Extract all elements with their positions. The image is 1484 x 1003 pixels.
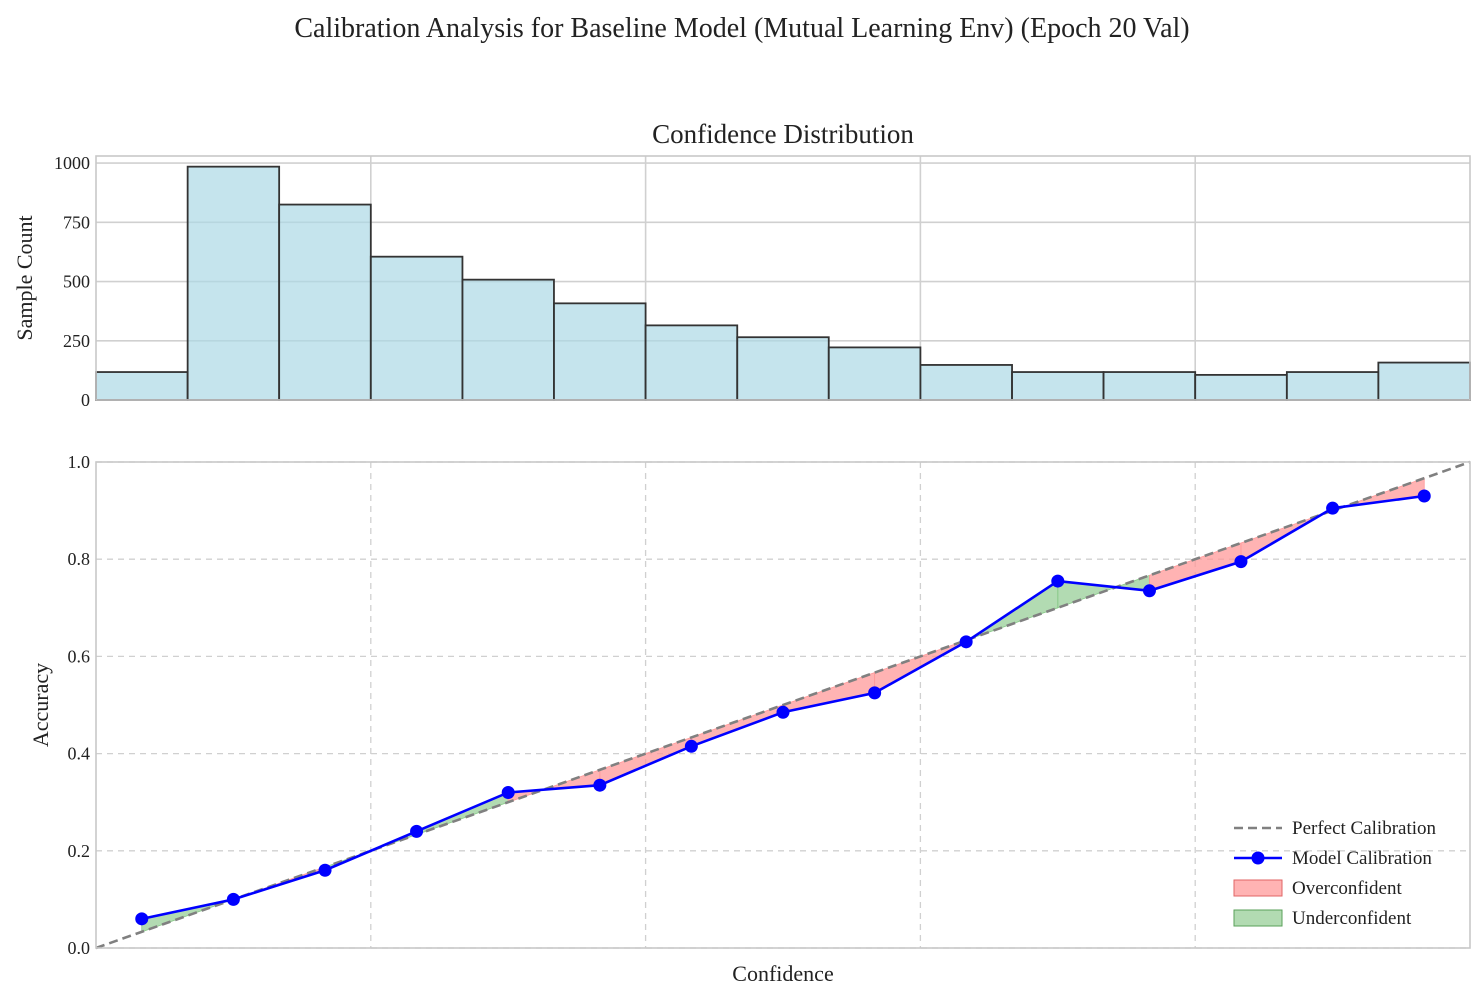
histogram-title: Confidence Distribution (652, 119, 914, 149)
calibration-ytick-label: 0.2 (68, 841, 91, 861)
histogram-bar (369, 255, 464, 401)
histogram-ytick-label: 0 (81, 390, 90, 410)
calibration-ytick-label: 0.8 (68, 549, 91, 569)
histogram-y-ticks: 0 250 500 750 1000 (54, 153, 90, 410)
calibration-ytick-label: 1.0 (68, 452, 91, 472)
histogram-bar (461, 278, 555, 401)
calibration-legend: Perfect Calibration Model Calibration Ov… (1233, 818, 1437, 929)
calibration-lines (95, 460, 1471, 950)
histogram-bar (1194, 373, 1288, 401)
calibration-ytick-label: 0.0 (68, 938, 91, 958)
model-calibration-point (135, 912, 149, 926)
histogram-bar (827, 346, 922, 401)
model-calibration-point (1234, 555, 1248, 569)
model-calibration-point (501, 785, 515, 799)
model-calibration-point (684, 739, 698, 753)
histogram-bar (1285, 371, 1380, 401)
histogram-bars (95, 165, 1471, 401)
histogram-panel: Confidence Distribution Sample Count 0 25… (12, 119, 1471, 410)
histogram-ytick-label: 750 (63, 212, 90, 232)
histogram-frame (95, 155, 1471, 401)
histogram-bar (95, 371, 189, 401)
histogram-bar (736, 336, 830, 401)
histogram-bar (186, 165, 281, 401)
histogram-bar (1011, 371, 1105, 401)
histogram-ytick-label: 1000 (54, 153, 90, 173)
model-calibration-point (959, 635, 973, 649)
model-calibration-point (1326, 501, 1340, 515)
figure-suptitle: Calibration Analysis for Baseline Model … (294, 13, 1189, 44)
histogram-bar (278, 203, 372, 401)
calibration-panel: Accuracy Confidence 0.0 0.2 0.4 0.6 0.8 1.0 P… (28, 452, 1471, 986)
legend-perfect-label: Perfect Calibration (1292, 818, 1437, 839)
calibration-ytick-label: 0.6 (68, 646, 91, 666)
model-calibration-point (1051, 574, 1065, 588)
model-calibration-point (410, 824, 424, 838)
legend-overconfident-label: Overconfident (1292, 878, 1402, 899)
histogram-bar (644, 324, 739, 401)
histogram-bar (919, 364, 1013, 401)
calibration-ytick-label: 0.4 (68, 744, 91, 764)
calibration-frame (95, 461, 1471, 949)
legend-underconfident-swatch (1233, 909, 1283, 927)
legend-model-label: Model Calibration (1292, 848, 1432, 869)
model-calibration-point (1142, 584, 1156, 598)
histogram-ytick-label: 500 (63, 272, 90, 292)
legend-underconfident-label: Underconfident (1292, 908, 1412, 929)
histogram-ytick-label: 250 (63, 331, 90, 351)
histogram-bar (1377, 361, 1471, 401)
histogram-bar (553, 302, 647, 401)
legend-overconfident-swatch (1233, 879, 1283, 897)
model-calibration-point (226, 892, 240, 906)
calibration-y-ticks: 0.0 0.2 0.4 0.6 0.8 1.0 (68, 452, 91, 958)
model-calibration-point (1417, 489, 1431, 503)
calibration-ylabel: Accuracy (28, 663, 53, 747)
histogram-ylabel: Sample Count (12, 215, 37, 340)
model-calibration-point (868, 686, 882, 700)
calibration-xlabel: Confidence (732, 961, 833, 986)
model-calibration-point (593, 778, 607, 792)
model-calibration-point (318, 863, 332, 877)
overconfident-gap (782, 672, 876, 713)
model-calibration-point (776, 705, 790, 719)
histogram-bar (1102, 371, 1197, 401)
legend-model-marker (1251, 851, 1265, 865)
perfect-calibration-line (95, 460, 1471, 950)
